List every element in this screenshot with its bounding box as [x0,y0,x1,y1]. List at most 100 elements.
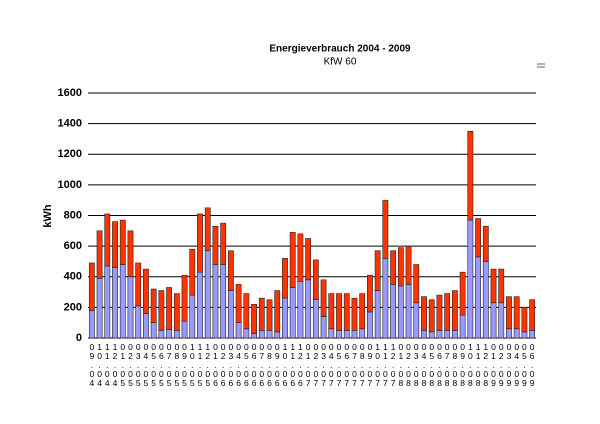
bar-segment [158,330,165,339]
x-tick-label: 03.08 [411,342,421,387]
bar-segment [390,250,397,285]
x-tick-label: 02.09 [496,342,506,387]
x-tick-label: 11.04 [102,342,112,387]
y-tick-label: 200 [64,301,82,313]
bar-segment [490,302,497,339]
bar-segment [336,293,342,331]
bar-segment [436,330,443,339]
bar-segment [475,256,481,339]
x-tick-label: 07.08 [442,342,452,387]
y-tick-label: 400 [64,271,82,283]
bar-segment [343,330,350,339]
bar-segment [282,297,288,339]
bar-segment [521,307,528,333]
bar-segment [143,313,149,339]
bar-segment [274,290,281,333]
menu-icon [537,63,545,68]
x-tick-label: 05.09 [519,342,529,387]
bar-segment [251,304,257,334]
x-tick-label: 07.06 [257,342,267,387]
x-tick-label: 09.05 [180,342,190,387]
bar-segment [413,264,420,304]
bar-segment [529,330,536,339]
x-tick-label: 01.05 [118,342,128,387]
bar-segment [397,285,404,339]
x-tick-label: 09.06 [272,342,282,387]
x-tick-label: 09.04 [87,342,97,387]
bar-segment [88,262,95,311]
bar-segment [135,305,142,339]
bar-segment [521,331,528,339]
bar-segment [498,302,505,339]
x-tick-label: 12.05 [203,342,213,387]
x-tick-label: 03.05 [133,342,143,387]
bar-segment [305,238,312,281]
x-tick-label: 08.08 [450,342,460,387]
x-tick-label: 12.06 [295,342,305,387]
bar-segment [189,248,196,296]
bar-segment [428,299,435,333]
bar-segment [382,258,389,339]
bar-segment [96,277,103,339]
x-tick-label: 01.08 [396,342,406,387]
bar-segment [459,271,466,316]
x-tick-label: 09.08 [458,342,468,387]
bar-segment [513,328,520,339]
x-tick-label: 06.07 [342,342,352,387]
bar-segment [490,268,497,304]
bar-segment [482,261,489,339]
chart-subtitle: KfW 60 [324,57,357,68]
bar-segment [351,330,358,339]
bar-segment [367,274,373,313]
x-tick-label: 05.05 [149,342,159,387]
bar-segment [197,271,203,339]
x-tick-label: 04.09 [512,342,522,387]
bar-segment [166,287,173,330]
x-tick-label: 06.06 [249,342,259,387]
bar-segment [351,297,358,331]
x-tick-label: 10.04 [95,342,105,387]
bar-segment [475,218,481,258]
y-tick-label: 1200 [58,148,82,160]
bar-segment [119,219,126,265]
bar-segment [397,247,404,287]
x-tick-label: 11.05 [195,342,205,387]
bar-segment [459,314,466,339]
x-tick-label: 05.08 [427,342,437,387]
bar-segment [119,264,126,339]
x-tick-label: 11.06 [288,342,298,387]
x-tick-label: 10.06 [280,342,290,387]
x-tick-label: 12.04 [110,342,120,387]
x-tick-label: 03.07 [319,342,329,387]
bar-segment [421,330,427,339]
bar-segment [367,311,373,339]
bar-segment [343,293,350,331]
bar-segment [258,330,265,339]
bar-segment [143,268,149,314]
y-tick-label: 600 [64,240,82,252]
bar-segment [513,296,520,330]
bar-segment [96,230,103,279]
bar-segment [359,293,366,330]
bar-segment [297,281,304,339]
bar-segment [428,331,435,339]
bar-segment [336,330,342,339]
x-tick-label: 08.07 [357,342,367,387]
bar-segment [88,310,95,339]
bar-segment [506,328,512,339]
bar-segment [529,299,536,331]
bar-segment [374,290,381,339]
bar-segment [173,293,180,331]
bar-segment [498,268,505,304]
x-tick-label: 01.06 [210,342,220,387]
bar-segment [320,316,327,339]
bar-segment [405,284,412,339]
bar-segment [266,330,273,339]
bar-segment [235,284,242,323]
bar-segment [112,221,118,268]
x-tick-label: 11.07 [380,342,390,387]
x-tick-label: 12.07 [388,342,398,387]
bar-segment [112,267,118,339]
bar-segment [289,232,296,288]
bar-segment [289,287,296,339]
